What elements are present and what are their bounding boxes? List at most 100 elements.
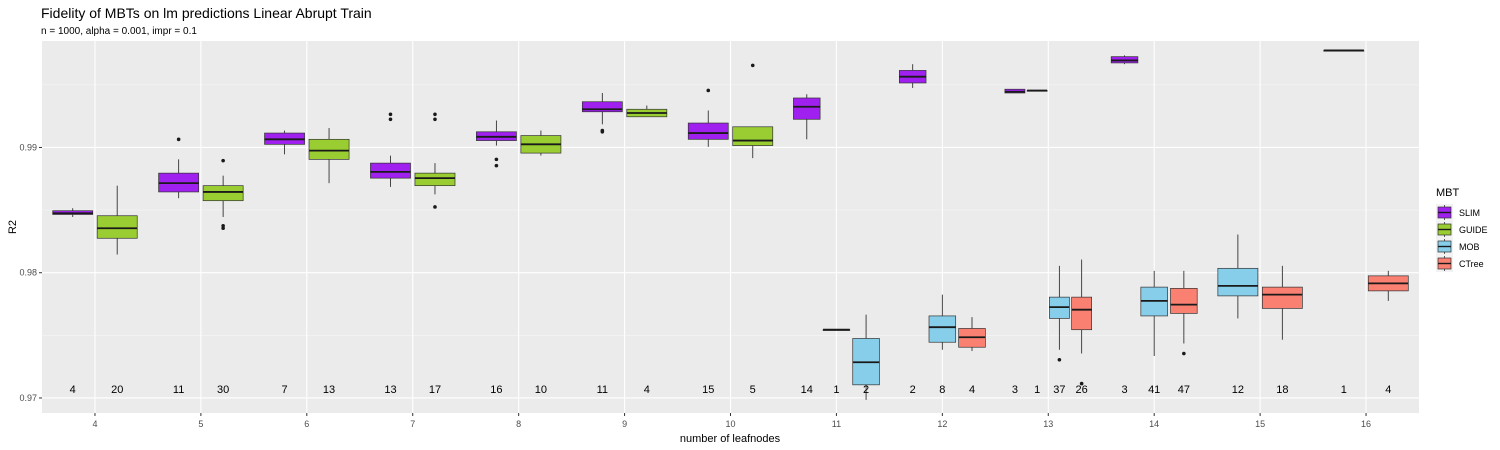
box-ctree-16 [1367, 270, 1409, 301]
outlier-point [176, 137, 181, 142]
outlier-point [750, 63, 755, 68]
box-ctree-15 [1261, 265, 1303, 340]
box-slim-11 [793, 94, 821, 140]
box-rect [414, 172, 456, 187]
box-rect [308, 138, 350, 160]
legend-item-slim: SLIM [1436, 204, 1480, 221]
legend-item-mob: MOB [1436, 238, 1480, 255]
count-label-slim-16: 1 [1341, 384, 1347, 396]
count-label-mob-14: 41 [1148, 384, 1160, 396]
box-slim-14 [1110, 55, 1139, 65]
count-label-guide-13: 1 [1034, 384, 1040, 396]
outlier-point [1057, 357, 1062, 362]
x-tick-label: 9 [622, 419, 627, 429]
outlier-point [1079, 381, 1084, 386]
box-slim-7 [370, 112, 411, 187]
count-label-slim-8: 16 [490, 384, 502, 396]
count-label-mob-13: 37 [1053, 384, 1065, 396]
count-label-ctree-15: 18 [1276, 384, 1288, 396]
box-slim-12 [898, 64, 927, 88]
y-axis-title: R2 [7, 220, 19, 234]
chart-title: Fidelity of MBTs on lm predictions Linea… [41, 5, 372, 21]
box-rect [732, 126, 774, 146]
count-label-guide-8: 10 [535, 384, 547, 396]
outlier-point [706, 88, 711, 93]
outlier-point [600, 128, 605, 133]
y-tick-label: 0.98 [19, 268, 37, 278]
count-label-guide-4: 20 [111, 384, 123, 396]
outlier-point [1182, 351, 1186, 356]
x-tick-label: 13 [1043, 419, 1053, 429]
box-rect [793, 97, 821, 120]
box-rect [96, 215, 138, 239]
grid-major [42, 41, 1419, 413]
count-label-guide-10: 5 [750, 384, 756, 396]
x-tick-label: 15 [1255, 419, 1265, 429]
box-guide-7 [414, 112, 456, 209]
count-label-guide-9: 4 [644, 384, 650, 396]
count-labels: 4 11 7 13 16 11 15 14 2 3 3 120 30 13 17 10 4 5 1 12 8 37 41 12… [70, 384, 1392, 396]
box-mob-13 [1049, 265, 1070, 362]
box-slim-6 [264, 130, 305, 155]
box-guide-13 [1026, 89, 1048, 92]
box-slim-9 [581, 92, 623, 134]
legend-label: CTree [1459, 259, 1484, 269]
box-slim-13 [1004, 88, 1026, 94]
count-label-slim-5: 11 [173, 384, 184, 396]
legend: MBT SLIM GUIDE MOB CTree [1436, 187, 1488, 272]
count-label-ctree-13: 26 [1076, 384, 1088, 396]
box-slim-4 [52, 208, 94, 217]
outlier-point [221, 226, 225, 231]
x-tick-label: 16 [1361, 419, 1371, 429]
box-rect [1170, 288, 1198, 314]
outlier-point [433, 205, 437, 209]
box-slim-16 [1323, 49, 1365, 52]
box-guide-8 [520, 130, 562, 156]
y-tick-label: 0.99 [19, 142, 37, 152]
count-label-slim-10: 15 [702, 384, 714, 396]
box-slim-10 [687, 88, 729, 147]
x-tick-label: 10 [725, 419, 735, 429]
outlier-point [433, 117, 437, 122]
legend-label: SLIM [1459, 208, 1480, 218]
box-slim-5 [158, 137, 200, 199]
legend-item-ctree: CTree [1436, 255, 1484, 272]
box-ctree-13 [1071, 259, 1092, 386]
x-tick-label: 5 [198, 419, 203, 429]
count-label-guide-6: 13 [323, 384, 335, 396]
box-ctree-14 [1170, 270, 1198, 356]
x-tick-label: 6 [304, 419, 309, 429]
box-mob-12 [928, 294, 957, 350]
outlier-point [221, 158, 225, 163]
box-rect [370, 162, 411, 179]
x-tick-label: 4 [92, 419, 97, 429]
count-label-slim-14: 3 [1121, 384, 1127, 396]
y-tick-label: 0.97 [19, 393, 37, 403]
box-mob-14 [1140, 270, 1168, 357]
box-ctree-12 [958, 317, 986, 351]
outlier-point [388, 117, 393, 122]
y-axis: 0.97 0.98 0.99 [19, 142, 42, 403]
count-label-guide-11: 1 [833, 384, 839, 396]
x-tick-label: 14 [1149, 419, 1159, 429]
count-label-slim-4: 4 [70, 384, 76, 396]
legend-item-guide: GUIDE [1436, 221, 1488, 238]
box-guide-6 [308, 128, 350, 184]
box-mob-11 [852, 314, 880, 400]
count-label-slim-11: 14 [801, 384, 813, 396]
box-guide-11 [822, 328, 851, 331]
box-rect [1261, 286, 1303, 309]
x-tick-label: 12 [937, 419, 947, 429]
box-slim-8 [476, 120, 517, 168]
box-rect [202, 185, 244, 202]
legend-label: MOB [1459, 242, 1480, 252]
legend-title: MBT [1436, 187, 1460, 199]
box-guide-9 [626, 105, 668, 118]
count-label-guide-7: 17 [429, 384, 441, 396]
box-mob-15 [1217, 234, 1259, 319]
box-rect [687, 122, 729, 140]
outlier-point [433, 112, 437, 117]
boxes-layer [52, 49, 1409, 400]
count-label-slim-12: 2 [910, 384, 916, 396]
